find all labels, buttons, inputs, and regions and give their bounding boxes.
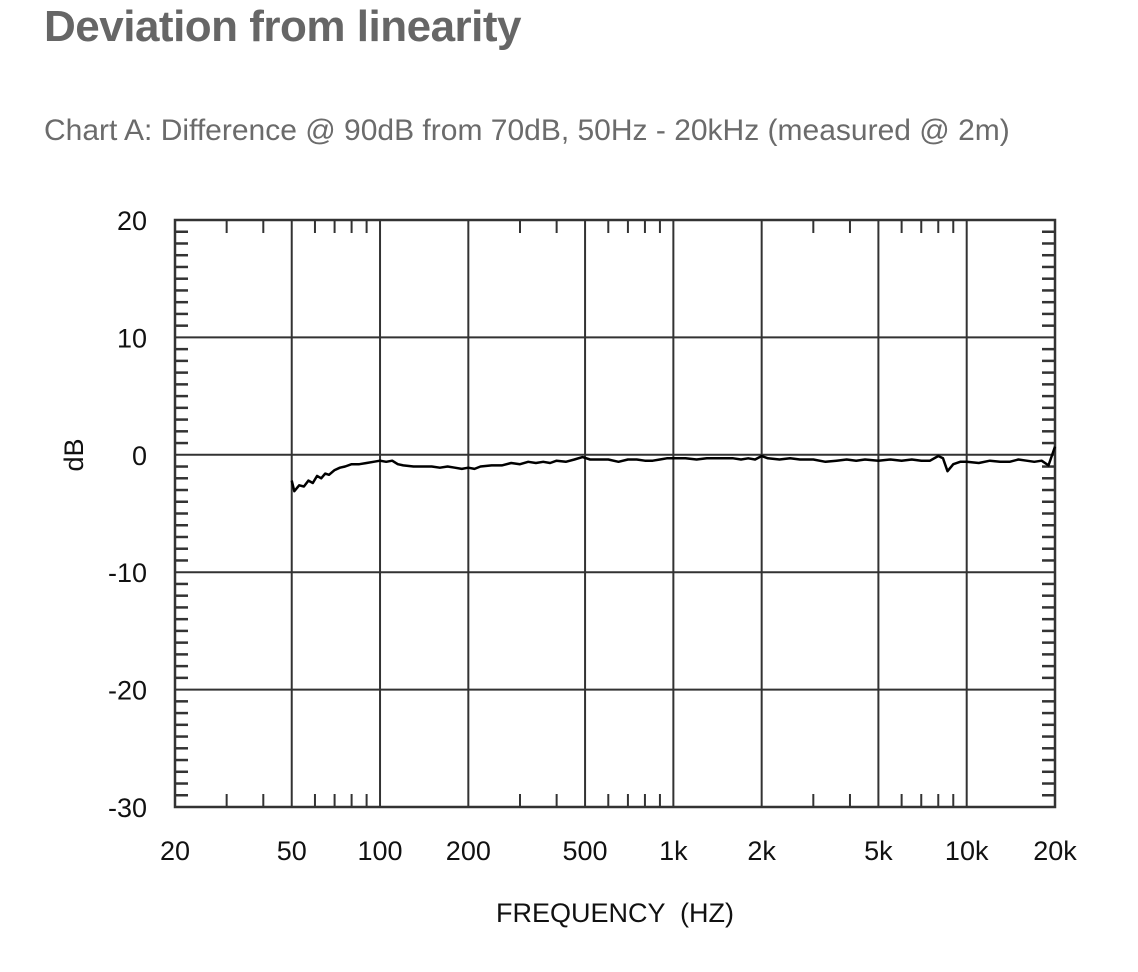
y-axis-title: dB (59, 438, 89, 471)
y-tick-label: -30 (108, 793, 147, 823)
minor-ticks (175, 220, 1055, 807)
y-tick-label: -20 (108, 676, 147, 706)
y-tick-label: 10 (117, 323, 147, 353)
x-tick-label: 100 (357, 836, 402, 866)
x-tick-labels: 20 50 100 200 500 1k 2k 5k 10k 20k (160, 836, 1077, 866)
x-tick-label: 500 (563, 836, 608, 866)
page-heading: Deviation from linearity (44, 2, 522, 51)
x-tick-label: 2k (747, 836, 776, 866)
y-tick-label: 20 (117, 206, 147, 236)
x-tick-label: 20k (1033, 836, 1077, 866)
grid-lines (175, 220, 1055, 807)
x-tick-label: 200 (446, 836, 491, 866)
y-tick-labels: -30 -20 -10 0 10 20 (108, 206, 147, 823)
chart-caption: Chart A: Difference @ 90dB from 70dB, 50… (44, 114, 1010, 147)
x-tick-label: 10k (945, 836, 989, 866)
x-tick-label: 50 (277, 836, 307, 866)
x-tick-label: 1k (659, 836, 688, 866)
plot-frame (173, 218, 1057, 809)
series-line (290, 446, 1057, 493)
y-tick-label: 0 (132, 441, 147, 471)
y-tick-label: -10 (108, 558, 147, 588)
x-axis-title: FREQUENCY (HZ) (496, 898, 734, 928)
x-tick-label: 5k (864, 836, 893, 866)
x-tick-label: 20 (160, 836, 190, 866)
